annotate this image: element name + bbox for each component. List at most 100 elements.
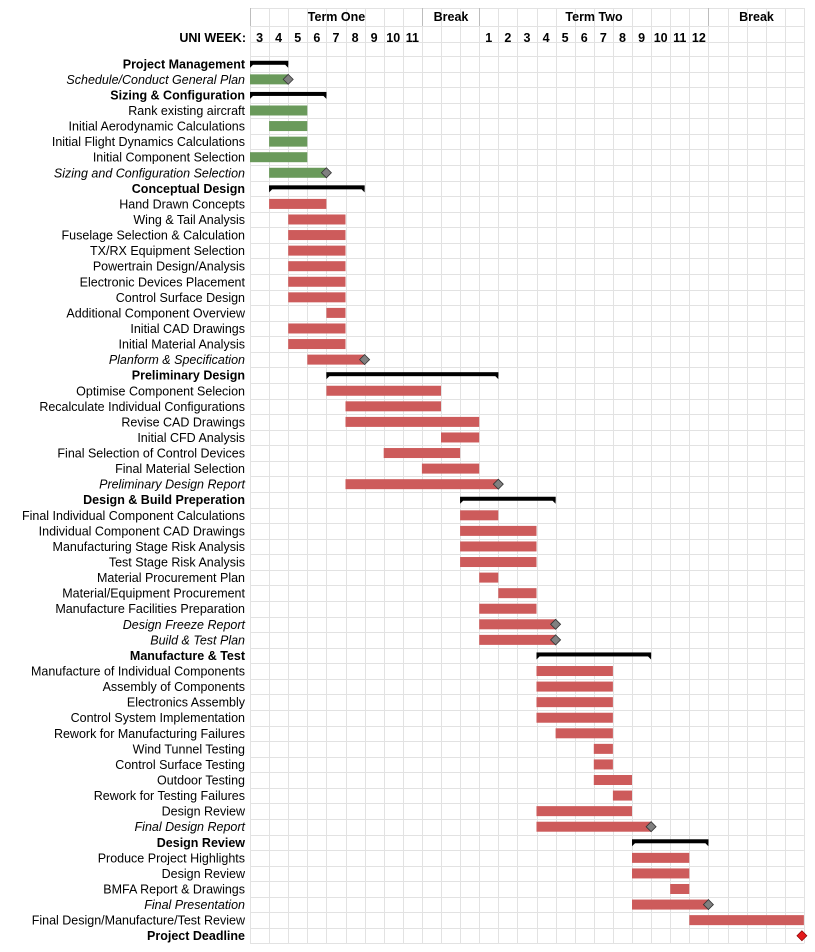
week-tick-label: 11 [673,31,686,45]
task-bar [555,728,613,739]
week-tick-label: 6 [581,31,588,45]
task-label: Initial Aerodynamic Calculations [69,120,245,134]
task-label: Design & Build Preperation [83,493,245,507]
task-label: Manufacture of Individual Components [31,665,245,679]
week-tick-label: 10 [654,31,668,45]
task-bar [670,883,690,894]
task-bar [632,868,690,879]
task-label: Final Presentation [144,898,245,912]
task-bar [288,339,346,350]
milestone-marker [645,821,657,833]
milestone-marker [320,167,332,179]
milestone-bar [345,479,499,490]
group-bar-end-left [250,91,253,99]
milestone-bar [536,821,652,832]
group-bar [460,496,556,501]
task-bar [460,525,537,536]
week-tick-label: 12 [692,31,706,45]
task-label: Initial CFD Analysis [137,431,245,445]
task-bar [460,557,537,568]
task-bar [269,121,308,132]
task-bar [288,276,346,287]
task-label: Final Design Report [135,820,246,834]
task-label: Design Review [162,867,246,881]
task-bar [689,915,804,926]
group-bar-end-right [323,91,327,99]
week-tick-label: 7 [332,31,339,45]
task-label: Manufacturing Stage Risk Analysis [53,540,245,554]
week-tick-label: 5 [294,31,301,45]
task-label: Rank existing aircraft [128,104,245,118]
milestone-bar [307,354,365,365]
milestone-marker [550,618,562,630]
task-label: Planform & Specification [109,353,245,367]
task-label: Design Review [157,836,246,850]
group-bar-end-left [326,372,330,380]
week-tick-label: 10 [386,31,400,45]
task-bar [288,214,346,225]
task-bar [345,401,441,412]
period-label: Break [739,10,774,24]
week-tick-label: 4 [543,31,550,45]
task-bar [326,307,346,318]
task-label: Design Freeze Report [123,618,246,632]
task-label: Outdoor Testing [157,774,245,788]
task-bar [536,681,613,692]
task-bar [383,448,461,459]
task-bar [593,775,632,786]
milestone-bar [632,899,709,910]
task-label: Rework for Manufacturing Failures [54,727,245,741]
week-tick-label: 2 [504,31,511,45]
task-label: Final Individual Component Calculations [22,509,245,523]
week-tick-label: 8 [619,31,626,45]
task-label: Recalculate Individual Configurations [39,400,245,414]
group-bar-end-right [285,60,289,68]
grid [250,8,805,944]
task-label: Additional Component Overview [66,306,246,320]
task-label: Sizing and Configuration Selection [54,166,245,180]
week-tick-label: 6 [313,31,320,45]
task-label: Powertrain Design/Analysis [93,260,245,274]
deadline-marker [796,930,808,942]
task-label: Individual Component CAD Drawings [39,524,245,538]
milestone-marker [550,634,562,646]
task-label: Conceptual Design [132,182,245,196]
milestone-bar [479,619,556,630]
milestone-marker [702,898,714,911]
task-bar [326,385,441,396]
group-bar-end-left [536,652,540,660]
task-bar [250,105,308,116]
week-tick-label: 3 [523,31,530,45]
week-row-label: UNI WEEK: [179,31,246,45]
task-label: Manufacture Facilities Preparation [55,602,245,616]
task-label: Electronics Assembly [127,696,246,710]
task-label: Produce Project Highlights [98,851,245,865]
task-bar [250,152,308,163]
task-label: BMFA Report & Drawings [103,882,245,896]
task-label: Test Stage Risk Analysis [109,556,245,570]
task-label: Schedule/Conduct General Plan [66,73,245,87]
task-label: Revise CAD Drawings [121,415,245,429]
milestone-marker [492,478,504,490]
milestone-bar [269,167,327,178]
task-bar [288,323,346,334]
task-bar [288,230,346,241]
group-bar-end-right [552,496,556,504]
task-label: Material/Equipment Procurement [62,587,245,601]
task-bar [345,416,480,427]
week-tick-label: 8 [352,31,359,45]
task-label: Control System Implementation [71,711,245,725]
milestone-marker [359,354,371,366]
task-label: TX/RX Equipment Selection [90,244,245,258]
week-tick-label: 11 [406,31,419,45]
task-bar [536,666,613,677]
task-bar [288,261,346,272]
group-bar-end-left [632,839,635,847]
task-label: Initial CAD Drawings [130,322,245,336]
week-tick-label: 4 [275,31,282,45]
week-tick-label: 7 [600,31,607,45]
task-label: Initial Flight Dynamics Calculations [52,135,245,149]
task-label: Assembly of Components [103,680,245,694]
task-bar [288,245,346,256]
